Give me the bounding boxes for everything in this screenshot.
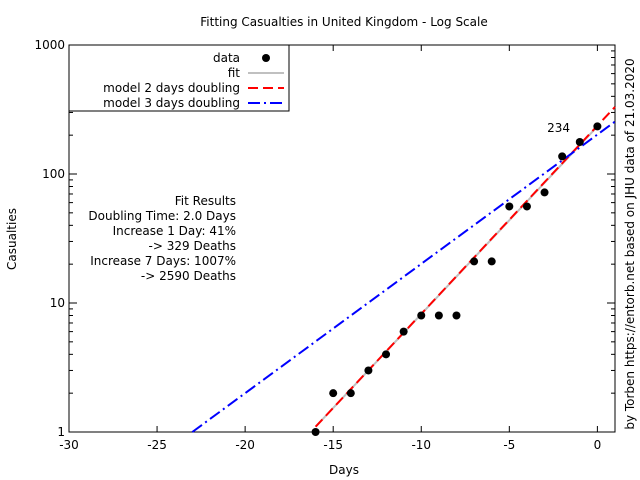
fit-results-line: Fit Results <box>175 194 236 208</box>
x-axis-label: Days <box>329 463 359 477</box>
data-point <box>522 202 531 211</box>
legend-label: model 3 days doubling <box>103 96 240 110</box>
y-axis-label: Casualties <box>5 208 19 270</box>
series-lines <box>191 106 616 433</box>
x-tick-label: -30 <box>59 438 79 452</box>
data-point <box>399 327 408 336</box>
legend-label: model 2 days doubling <box>103 81 240 95</box>
data-point <box>575 138 584 147</box>
series-line-model-3-days-doubling <box>191 120 616 433</box>
data-point <box>558 152 567 161</box>
y-tick-label: 1 <box>57 425 65 439</box>
data-point <box>434 311 443 320</box>
chart-title: Fitting Casualties in United Kingdom - L… <box>200 15 487 29</box>
data-point <box>470 257 479 266</box>
fit-results-line: -> 2590 Deaths <box>141 269 236 283</box>
x-tick-label: -25 <box>147 438 167 452</box>
data-point <box>540 188 549 197</box>
x-tick-label: -10 <box>411 438 431 452</box>
plot-frame <box>68 44 616 433</box>
x-tick-label: 0 <box>594 438 602 452</box>
fit-results-line: Increase 1 Day: 41% <box>113 224 236 238</box>
fit-results-line: Increase 7 Days: 1007% <box>90 254 236 268</box>
x-tick-label: -20 <box>235 438 255 452</box>
x-tick-label: -15 <box>323 438 343 452</box>
data-point <box>311 428 320 436</box>
legend-label: fit <box>228 66 241 80</box>
data-point <box>593 122 602 131</box>
data-points <box>311 122 602 436</box>
data-point <box>382 350 391 359</box>
fit-results-line: -> 329 Deaths <box>149 239 236 253</box>
x-axis: -30 -25 -20 -15 -10 -5 0 <box>59 45 601 452</box>
legend-frame <box>68 44 290 112</box>
last-value-label: 234 <box>547 121 570 135</box>
x-tick-label: -5 <box>503 438 515 452</box>
data-point <box>417 311 426 320</box>
y-tick-label: 10 <box>50 296 65 310</box>
y-tick-label: 1000 <box>34 38 65 52</box>
data-point <box>346 389 355 398</box>
data-point <box>505 202 514 211</box>
fit-results-line: Doubling Time: 2.0 Days <box>88 209 236 223</box>
data-point <box>487 257 496 266</box>
data-point <box>364 366 373 375</box>
credit-text: by Torben https://entorb.net based on JH… <box>623 58 637 429</box>
legend-swatch-point <box>262 54 270 62</box>
y-tick-label: 100 <box>42 167 65 181</box>
data-point <box>329 389 338 398</box>
legend-label: data <box>213 51 240 65</box>
data-point <box>452 311 461 320</box>
series-line-model-2-days-doubling <box>314 106 616 428</box>
